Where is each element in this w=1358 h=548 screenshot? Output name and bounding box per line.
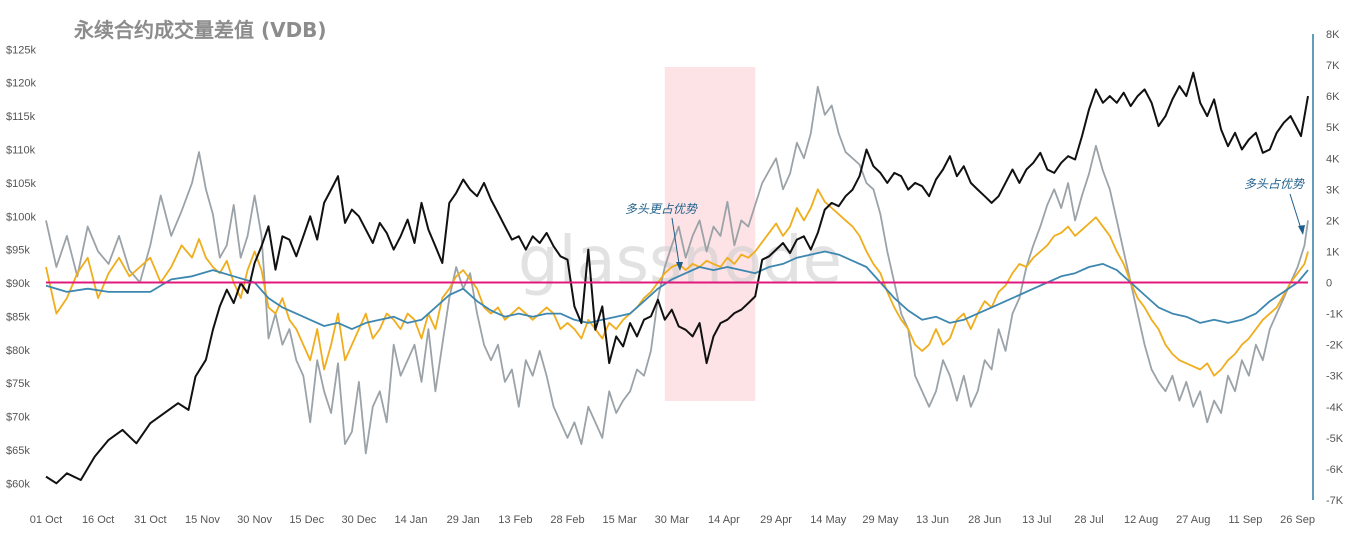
right-tick-label: 6K (1326, 91, 1340, 103)
right-tick-label: 5K (1326, 122, 1340, 134)
x-tick-label: 15 Mar (603, 514, 638, 526)
right-tick-label: 1K (1326, 246, 1340, 258)
left-tick-label: $75k (6, 378, 30, 390)
x-tick-label: 13 Jun (916, 514, 949, 526)
right-tick-label: 4K (1326, 153, 1340, 165)
x-tick-label: 31 Oct (134, 514, 166, 526)
x-tick-label: 11 Sep (1228, 514, 1262, 526)
annotation-arrowhead (676, 262, 683, 271)
x-tick-label: 28 Feb (550, 514, 584, 526)
series-line (45, 85, 1309, 455)
right-tick-label: -2K (1326, 340, 1344, 352)
x-tick-label: 16 Oct (82, 514, 114, 526)
left-tick-label: $95k (6, 245, 30, 257)
x-tick-label: 01 Oct (30, 514, 62, 526)
series-line (45, 250, 1309, 330)
right-tick-label: -7K (1326, 495, 1344, 507)
x-tick-label: 28 Jun (968, 514, 1001, 526)
left-tick-label: $70k (6, 412, 30, 424)
x-tick-label: 30 Mar (655, 514, 690, 526)
series-line (45, 188, 1309, 377)
x-tick-label: 28 Jul (1074, 514, 1103, 526)
left-tick-label: $80k (6, 345, 30, 357)
left-tick-label: $100k (6, 211, 36, 223)
x-tick-label: 14 May (810, 514, 847, 526)
left-tick-label: $60k (6, 478, 30, 490)
annotation-arrow (1289, 193, 1303, 233)
x-tick-label: 30 Nov (237, 514, 272, 526)
x-tick-label: 13 Jul (1022, 514, 1051, 526)
left-tick-label: $120k (6, 78, 36, 90)
left-tick-label: $85k (6, 311, 30, 323)
right-tick-label: 3K (1326, 184, 1340, 196)
right-tick-label: 0 (1326, 278, 1332, 290)
right-tick-label: -4K (1326, 402, 1344, 414)
x-tick-label: 26 Sep (1280, 514, 1315, 526)
right-tick-label: -3K (1326, 371, 1344, 383)
left-tick-label: $105k (6, 178, 36, 190)
left-tick-label: $65k (6, 445, 30, 457)
right-tick-label: 8K (1326, 29, 1340, 41)
x-tick-label: 27 Aug (1176, 514, 1210, 526)
right-tick-label: -5K (1326, 433, 1344, 445)
x-tick-label: 14 Apr (708, 514, 740, 526)
x-tick-label: 15 Nov (185, 514, 220, 526)
x-tick-label: 29 May (862, 514, 899, 526)
left-tick-label: $125k (6, 44, 36, 56)
chart-title: 永续合约成交量差值 (VDB) (74, 18, 327, 42)
annotation-arrow (671, 217, 681, 271)
left-tick-label: $90k (6, 278, 30, 290)
right-tick-label: -6K (1326, 464, 1344, 476)
series-line (45, 71, 1309, 485)
x-tick-label: 29 Jan (447, 514, 480, 526)
x-tick-label: 13 Feb (498, 514, 532, 526)
annotation-label: 多头占优势 (1244, 177, 1305, 191)
left-tick-label: $115k (6, 111, 36, 123)
x-tick-label: 29 Apr (760, 514, 792, 526)
right-tick-label: 2K (1326, 215, 1340, 227)
x-tick-label: 30 Dec (341, 514, 376, 526)
right-tick-label: -1K (1326, 309, 1344, 321)
x-tick-label: 12 Aug (1124, 514, 1158, 526)
annotation-label: 多头更占优势 (625, 202, 698, 216)
right-tick-label: 7K (1326, 60, 1340, 72)
left-tick-label: $110k (6, 144, 36, 156)
x-tick-label: 14 Jan (395, 514, 428, 526)
x-tick-label: 15 Dec (289, 514, 324, 526)
annotation-arrowhead (1298, 225, 1305, 235)
